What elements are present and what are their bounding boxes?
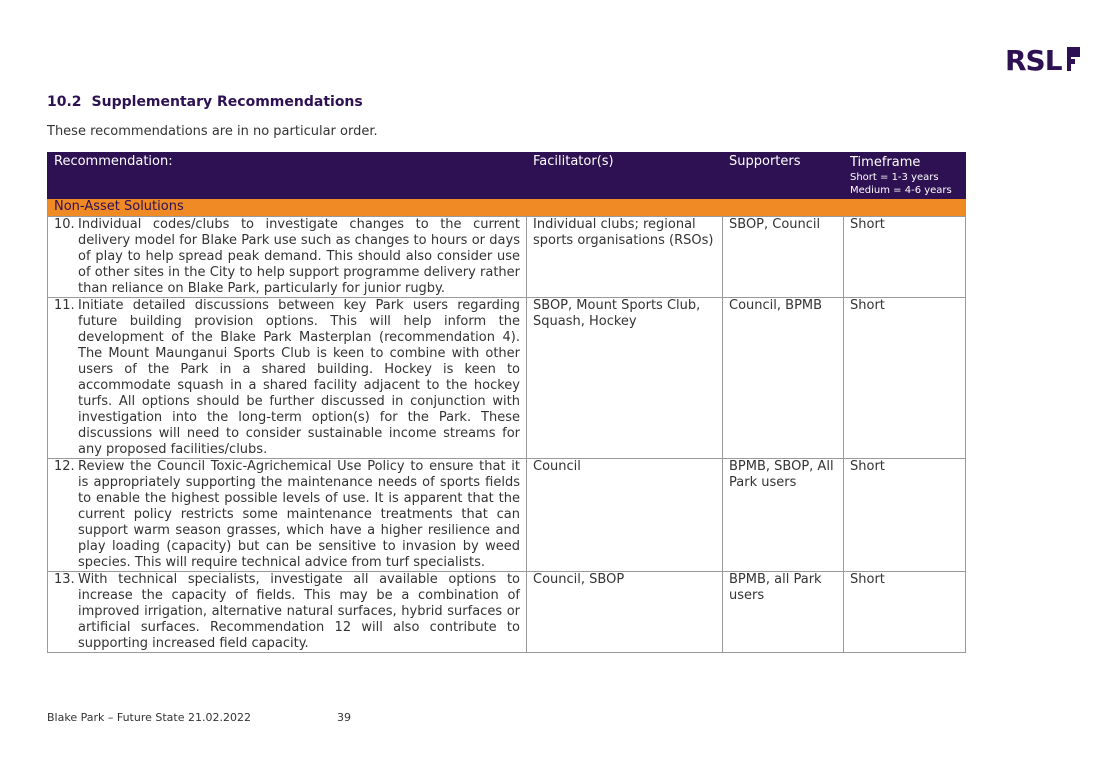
header-supporters: Supporters	[722, 152, 844, 199]
timeframe-cell: Short	[843, 297, 966, 459]
recommendations-table: Recommendation: Facilitator(s) Supporter…	[47, 152, 966, 653]
svg-text:RSL: RSL	[1005, 45, 1063, 73]
recommendation-number: 11.	[54, 298, 75, 313]
section-label: Non-Asset Solutions	[47, 198, 966, 217]
header-recommendation: Recommendation:	[47, 152, 527, 199]
table-row: 13. With technical specialists, investiga…	[47, 571, 966, 653]
recommendation-cell: 13. With technical specialists, investiga…	[47, 571, 527, 653]
supporters-cell: Council, BPMB	[722, 297, 844, 459]
recommendation-cell: 12. Review the Council Toxic-Agrichemical…	[47, 458, 527, 572]
recommendation-text: Individual codes/clubs to investigate ch…	[78, 217, 520, 296]
table-row: 11. Initiate detailed discussions between…	[47, 297, 966, 459]
footer-page-number: 39	[337, 711, 351, 724]
supporters-cell: SBOP, Council	[722, 216, 844, 298]
header-facilitators: Facilitator(s)	[526, 152, 723, 199]
recommendation-number: 10.	[54, 217, 75, 232]
recommendation-cell: 10. Individual codes/clubs to investigate…	[47, 216, 527, 298]
facilitators-cell: SBOP, Mount Sports Club, Squash, Hockey	[526, 297, 723, 459]
supporters-cell: BPMB, SBOP, All Park users	[722, 458, 844, 572]
table-row: 10. Individual codes/clubs to investigate…	[47, 216, 966, 298]
timeframe-cell: Short	[843, 216, 966, 298]
section-heading: 10.2 Supplementary Recommendations	[47, 94, 363, 110]
logo-cutout-icon	[1071, 57, 1080, 71]
timeframe-cell: Short	[843, 458, 966, 572]
header-timeframe: Timeframe Short = 1-3 years Medium = 4-6…	[843, 152, 966, 199]
recommendation-text: Review the Council Toxic-Agrichemical Us…	[78, 459, 520, 570]
intro-text: These recommendations are in no particul…	[47, 124, 378, 139]
recommendation-text: With technical specialists, investigate …	[78, 572, 520, 651]
header-timeframe-label: Timeframe	[850, 155, 921, 170]
section-row: Non-Asset Solutions	[47, 198, 966, 217]
facilitators-cell: Council	[526, 458, 723, 572]
facilitators-cell: Council, SBOP	[526, 571, 723, 653]
section-number: 10.2	[47, 94, 82, 110]
recommendation-cell: 11. Initiate detailed discussions between…	[47, 297, 527, 459]
rsl-logo: RSL	[1005, 45, 1080, 73]
facilitators-cell: Individual clubs; regional sports organi…	[526, 216, 723, 298]
header-timeframe-short: Short = 1-3 years	[850, 172, 939, 183]
table-header-row: Recommendation: Facilitator(s) Supporter…	[47, 152, 966, 199]
table-row: 12. Review the Council Toxic-Agrichemical…	[47, 458, 966, 572]
recommendation-text: Initiate detailed discussions between ke…	[78, 298, 520, 457]
footer-document-title: Blake Park – Future State 21.02.2022	[47, 711, 251, 724]
section-title: Supplementary Recommendations	[91, 94, 363, 110]
supporters-cell: BPMB, all Park users	[722, 571, 844, 653]
timeframe-cell: Short	[843, 571, 966, 653]
header-timeframe-medium: Medium = 4-6 years	[850, 185, 952, 196]
recommendation-number: 12.	[54, 459, 75, 474]
recommendation-number: 13.	[54, 572, 75, 587]
